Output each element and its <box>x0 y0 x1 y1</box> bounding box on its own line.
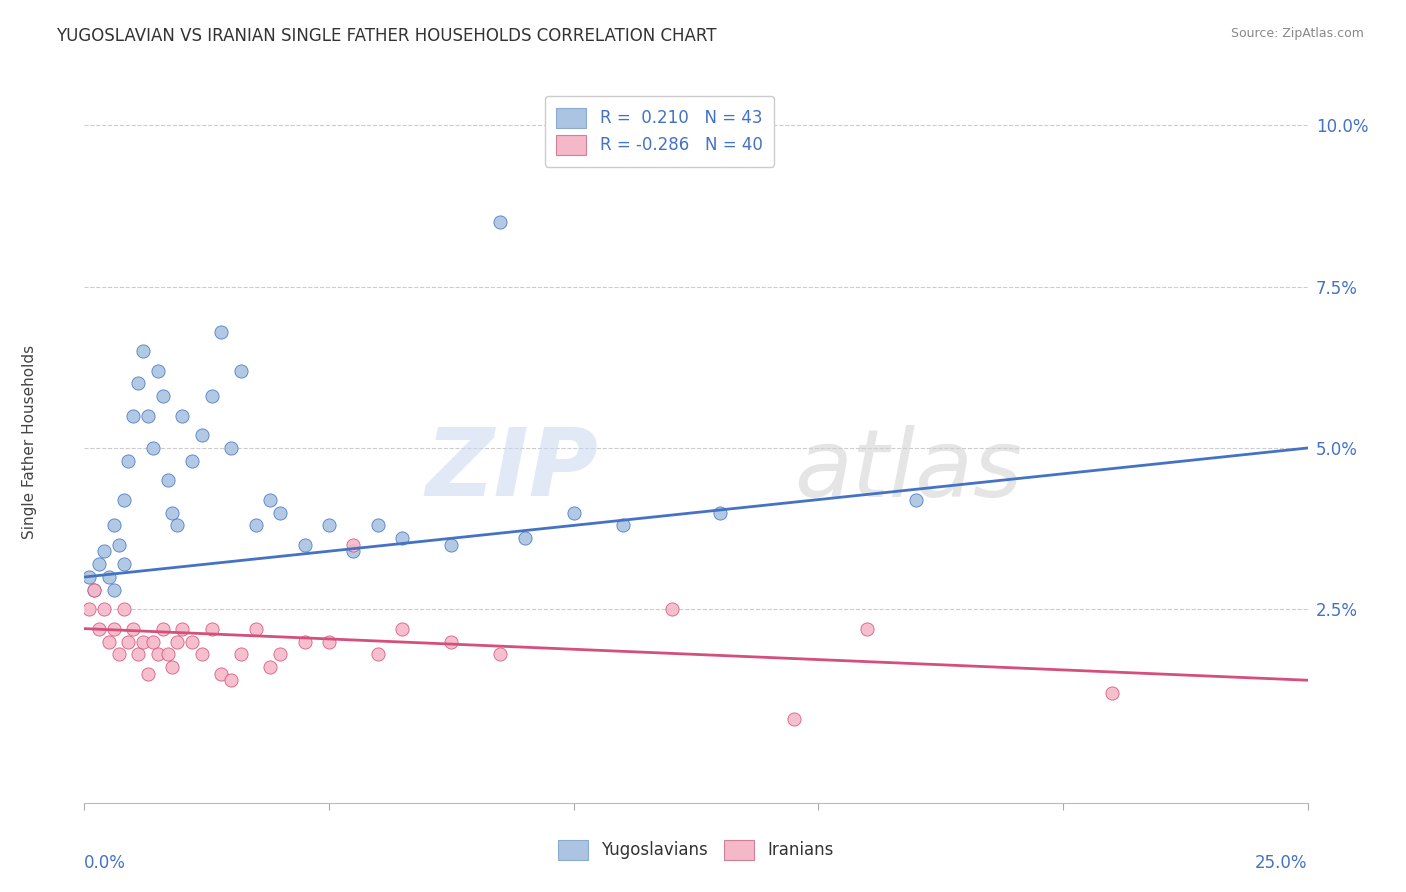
Point <box>318 518 340 533</box>
Point <box>152 622 174 636</box>
Point <box>391 622 413 636</box>
Point <box>489 215 512 229</box>
Point <box>127 648 149 662</box>
Point <box>132 344 155 359</box>
Point <box>200 389 222 403</box>
Point <box>162 660 184 674</box>
Point <box>127 376 149 391</box>
Point <box>166 518 188 533</box>
Point <box>181 634 204 648</box>
Text: 0.0%: 0.0% <box>84 855 127 872</box>
Point <box>219 441 242 455</box>
Point <box>209 325 232 339</box>
Point <box>142 441 165 455</box>
Point <box>367 518 389 533</box>
Point <box>152 389 174 403</box>
Point <box>612 518 634 533</box>
Point <box>181 454 204 468</box>
Point <box>136 666 159 681</box>
Point <box>103 622 125 636</box>
Point <box>156 473 179 487</box>
Point <box>166 634 188 648</box>
Point <box>229 363 252 377</box>
Point <box>112 602 135 616</box>
Point <box>146 648 169 662</box>
Point <box>107 648 129 662</box>
Text: 25.0%: 25.0% <box>1256 855 1308 872</box>
Point <box>342 544 364 558</box>
Point <box>117 454 139 468</box>
Point <box>245 622 267 636</box>
Point <box>112 492 135 507</box>
Point <box>259 660 281 674</box>
Point <box>87 622 110 636</box>
Point <box>905 492 928 507</box>
Point <box>156 648 179 662</box>
Point <box>112 557 135 571</box>
Point <box>245 518 267 533</box>
Point <box>97 570 120 584</box>
Text: Single Father Households: Single Father Households <box>22 344 37 539</box>
Point <box>318 634 340 648</box>
Point <box>172 622 194 636</box>
Point <box>259 492 281 507</box>
Point <box>162 506 184 520</box>
Point <box>172 409 194 423</box>
Point <box>132 634 155 648</box>
Point <box>342 538 364 552</box>
Point <box>191 648 214 662</box>
Point <box>93 602 115 616</box>
Point <box>77 602 100 616</box>
Point <box>391 531 413 545</box>
Point <box>200 622 222 636</box>
Point <box>219 673 242 688</box>
Point <box>440 634 463 648</box>
Point <box>783 712 806 726</box>
Legend: Yugoslavians, Iranians: Yugoslavians, Iranians <box>551 833 841 867</box>
Point <box>294 634 316 648</box>
Point <box>562 506 585 520</box>
Point <box>367 648 389 662</box>
Text: YUGOSLAVIAN VS IRANIAN SINGLE FATHER HOUSEHOLDS CORRELATION CHART: YUGOSLAVIAN VS IRANIAN SINGLE FATHER HOU… <box>56 27 717 45</box>
Point <box>107 538 129 552</box>
Point <box>513 531 536 545</box>
Point <box>122 409 145 423</box>
Point <box>87 557 110 571</box>
Text: atlas: atlas <box>794 425 1022 516</box>
Point <box>83 582 105 597</box>
Point <box>229 648 252 662</box>
Point <box>709 506 731 520</box>
Point <box>294 538 316 552</box>
Point <box>103 582 125 597</box>
Point <box>440 538 463 552</box>
Point <box>77 570 100 584</box>
Point <box>103 518 125 533</box>
Point <box>142 634 165 648</box>
Point <box>191 428 214 442</box>
Point <box>122 622 145 636</box>
Point <box>93 544 115 558</box>
Point <box>209 666 232 681</box>
Point <box>146 363 169 377</box>
Point <box>83 582 105 597</box>
Point <box>856 622 879 636</box>
Text: ZIP: ZIP <box>425 425 598 516</box>
Point <box>97 634 120 648</box>
Point <box>269 648 291 662</box>
Point <box>661 602 683 616</box>
Point <box>269 506 291 520</box>
Text: Source: ZipAtlas.com: Source: ZipAtlas.com <box>1230 27 1364 40</box>
Point <box>136 409 159 423</box>
Point <box>489 648 512 662</box>
Point <box>1101 686 1123 700</box>
Point <box>117 634 139 648</box>
